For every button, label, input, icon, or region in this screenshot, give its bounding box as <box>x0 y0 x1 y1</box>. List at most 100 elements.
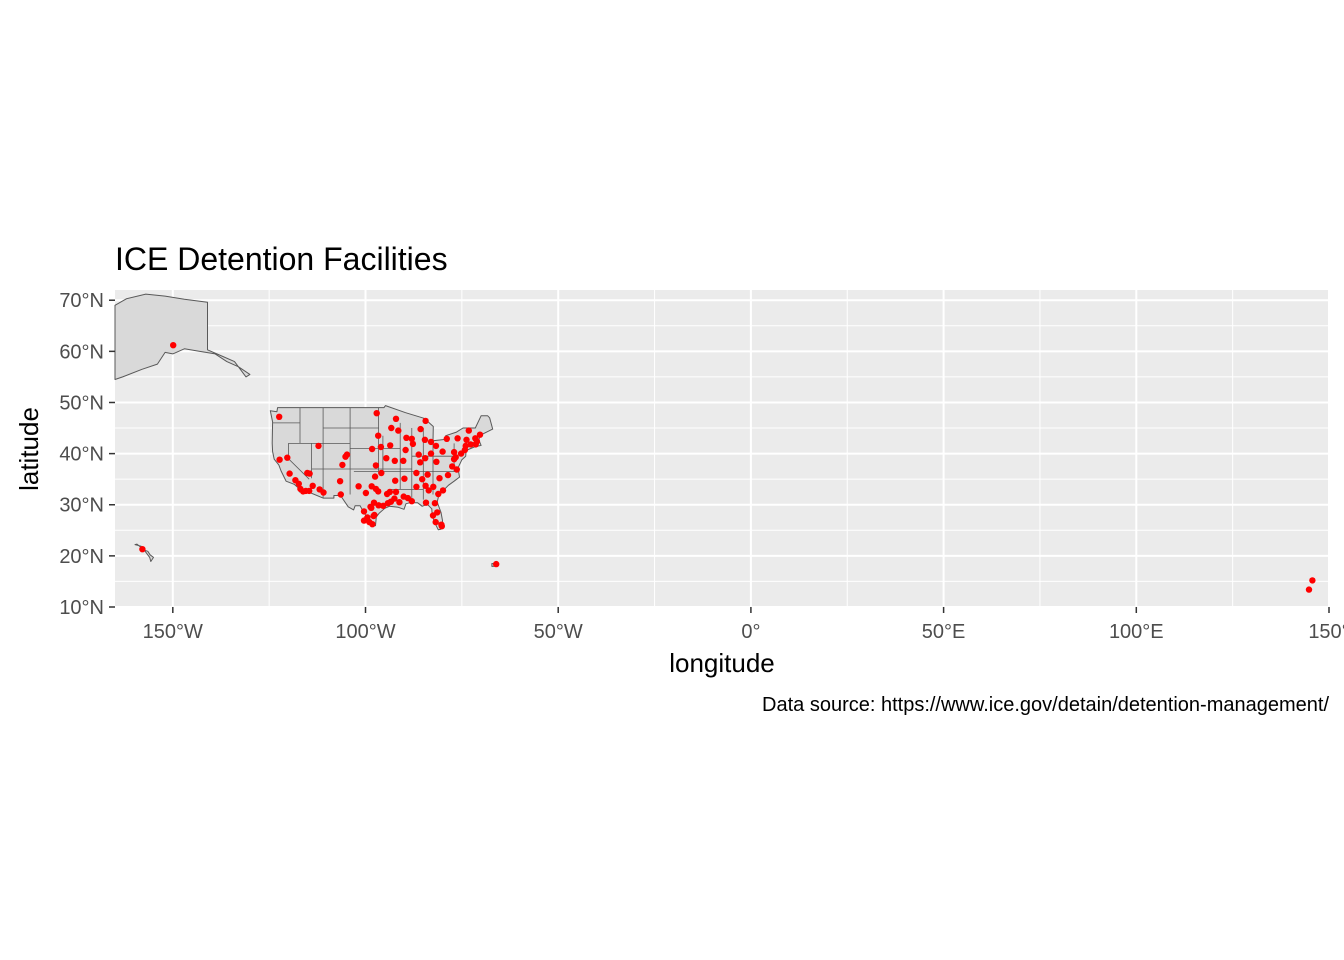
y-axis-title: latitude <box>14 407 44 491</box>
facility-point <box>360 508 368 515</box>
x-tick-label: 0° <box>741 621 760 643</box>
y-tick-label: 20°N <box>59 546 104 568</box>
y-tick-label: 70°N <box>59 290 104 312</box>
x-tick-label: 50°E <box>922 621 966 643</box>
facility-point <box>286 470 293 477</box>
facility-point <box>337 491 344 498</box>
facility-point <box>449 463 456 470</box>
facility-point <box>373 410 380 417</box>
facility-point <box>462 442 469 450</box>
facility-point <box>433 458 440 465</box>
facility-point <box>493 560 500 568</box>
x-axis: 150°W 100°W 50°W 0° 50°E 100°E 150° <box>143 607 1344 643</box>
y-tick-label: 30°N <box>59 495 104 517</box>
facility-point <box>431 500 439 507</box>
facility-point <box>400 457 407 464</box>
facility-point <box>450 456 458 463</box>
facility-point <box>419 476 426 483</box>
facility-point <box>395 427 402 434</box>
facility-point <box>402 446 409 454</box>
facility-point <box>430 483 437 490</box>
facility-point <box>422 499 430 506</box>
facility-point <box>436 475 443 482</box>
facility-point <box>429 512 437 519</box>
facility-point <box>396 499 403 506</box>
facility-point <box>139 546 146 553</box>
facility-points <box>139 342 1316 593</box>
facility-point <box>425 487 432 494</box>
facility-point <box>392 415 400 422</box>
facility-point <box>371 511 378 519</box>
facility-point <box>304 469 311 477</box>
facility-point <box>454 435 461 442</box>
facility-point <box>421 436 429 443</box>
land-regions <box>114 293 1314 592</box>
facility-point <box>432 518 439 526</box>
facility-point <box>463 436 470 443</box>
y-tick-label: 60°N <box>59 341 104 363</box>
facility-point <box>372 462 380 469</box>
facility-point <box>355 483 362 490</box>
facility-point <box>444 471 452 479</box>
y-tick-label: 10°N <box>59 597 104 619</box>
facility-point <box>438 523 445 530</box>
facility-point <box>391 457 398 464</box>
facility-point <box>392 477 399 484</box>
facility-point <box>409 440 417 448</box>
x-tick-label: 150° <box>1308 621 1344 643</box>
facility-point <box>368 504 375 511</box>
facility-point <box>336 478 344 485</box>
facility-point <box>276 456 283 463</box>
facility-point <box>377 443 385 451</box>
facility-point <box>315 442 322 450</box>
facility-point <box>422 417 429 425</box>
facility-point <box>339 461 346 469</box>
facility-point <box>343 451 351 458</box>
facility-point <box>472 435 479 442</box>
region-alaska <box>114 293 251 380</box>
facility-point <box>404 494 412 502</box>
facility-point <box>383 455 390 462</box>
facility-point <box>369 521 376 528</box>
facility-point <box>320 489 327 496</box>
facility-point <box>465 427 472 434</box>
x-tick-label: 100°W <box>335 621 395 643</box>
facility-point <box>386 488 393 496</box>
facility-point <box>368 483 375 490</box>
facility-point <box>170 342 177 349</box>
facility-point <box>427 438 435 446</box>
facility-point <box>467 441 474 448</box>
facility-point <box>439 487 447 494</box>
facility-point <box>443 435 450 442</box>
chart-caption: Data source: https://www.ice.gov/detain/… <box>762 694 1329 716</box>
facility-point <box>415 451 422 458</box>
facility-point <box>380 502 387 509</box>
facility-point <box>435 490 442 498</box>
facility-point <box>387 442 394 449</box>
facility-point <box>284 454 291 461</box>
x-tick-label: 150°W <box>143 621 203 643</box>
facility-point <box>388 424 395 432</box>
facility-point <box>360 517 368 524</box>
facility-point <box>391 495 398 502</box>
x-tick-label: 50°W <box>534 621 583 643</box>
facility-point <box>403 434 410 441</box>
facility-point <box>375 432 382 439</box>
facility-point <box>450 448 458 456</box>
facility-point <box>427 450 435 457</box>
facility-point <box>422 482 429 489</box>
facility-point <box>439 448 446 455</box>
x-axis-title: longitude <box>669 648 775 678</box>
facility-point <box>371 473 379 480</box>
facility-point <box>295 480 302 487</box>
chart-title: ICE Detention Facilities <box>115 241 448 277</box>
facility-point <box>401 475 408 482</box>
facility-point <box>1309 577 1316 584</box>
gridlines <box>115 290 1330 608</box>
facility-point <box>424 471 431 478</box>
facility-point <box>417 459 424 466</box>
x-tick-label: 100°E <box>1109 621 1164 643</box>
facility-point <box>306 487 313 495</box>
facility-point <box>1305 586 1313 593</box>
